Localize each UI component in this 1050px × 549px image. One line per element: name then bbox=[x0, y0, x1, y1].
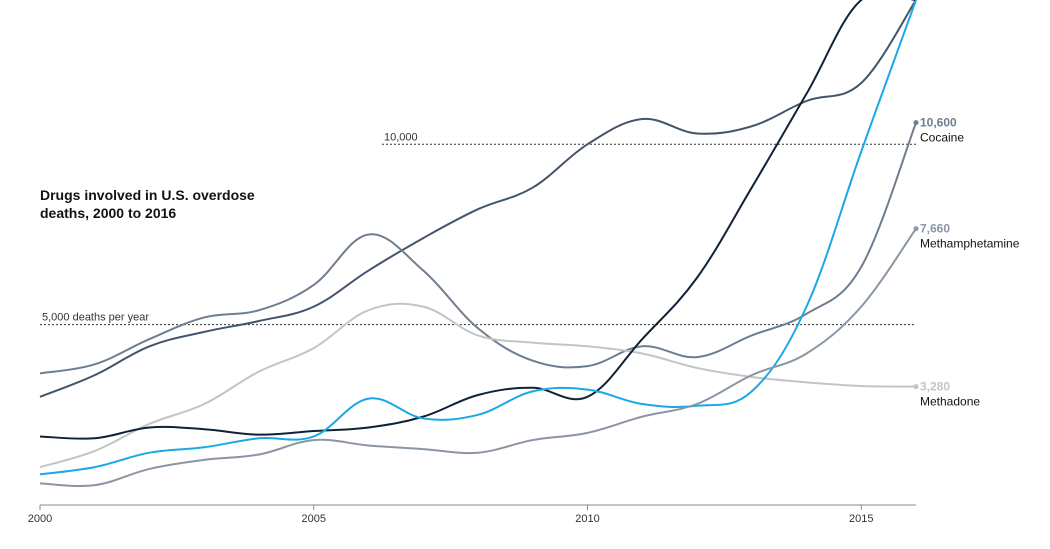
series-end-value: 7,660 bbox=[920, 222, 950, 236]
reference-label: 10,000 bbox=[384, 131, 418, 143]
x-tick-label: 2005 bbox=[302, 513, 326, 525]
x-tick-label: 2010 bbox=[575, 513, 599, 525]
series-end-dot bbox=[913, 384, 919, 390]
x-tick-label: 2000 bbox=[28, 513, 52, 525]
chart-title: Drugs involved in U.S. overdose deaths, … bbox=[40, 187, 255, 221]
series-end-label: Cocaine bbox=[920, 131, 964, 145]
series-line-s_b bbox=[39, 122, 917, 375]
series-end-value: 3,280 bbox=[920, 380, 950, 394]
x-tick-label: 2015 bbox=[849, 513, 873, 525]
series-end-label: Methamphetamine bbox=[920, 237, 1020, 251]
series-line-s_e bbox=[39, 0, 917, 476]
reference-label: 5,000 deaths per year bbox=[42, 312, 149, 324]
series-line-s_a bbox=[39, 0, 917, 398]
series-line-s_f bbox=[39, 228, 917, 488]
series-end-label: Methadone bbox=[920, 395, 980, 409]
series-line-s_d bbox=[39, 0, 916, 440]
series-end-dot bbox=[913, 120, 919, 126]
series-end-value: 10,600 bbox=[920, 116, 957, 130]
series-end-dot bbox=[913, 226, 919, 232]
